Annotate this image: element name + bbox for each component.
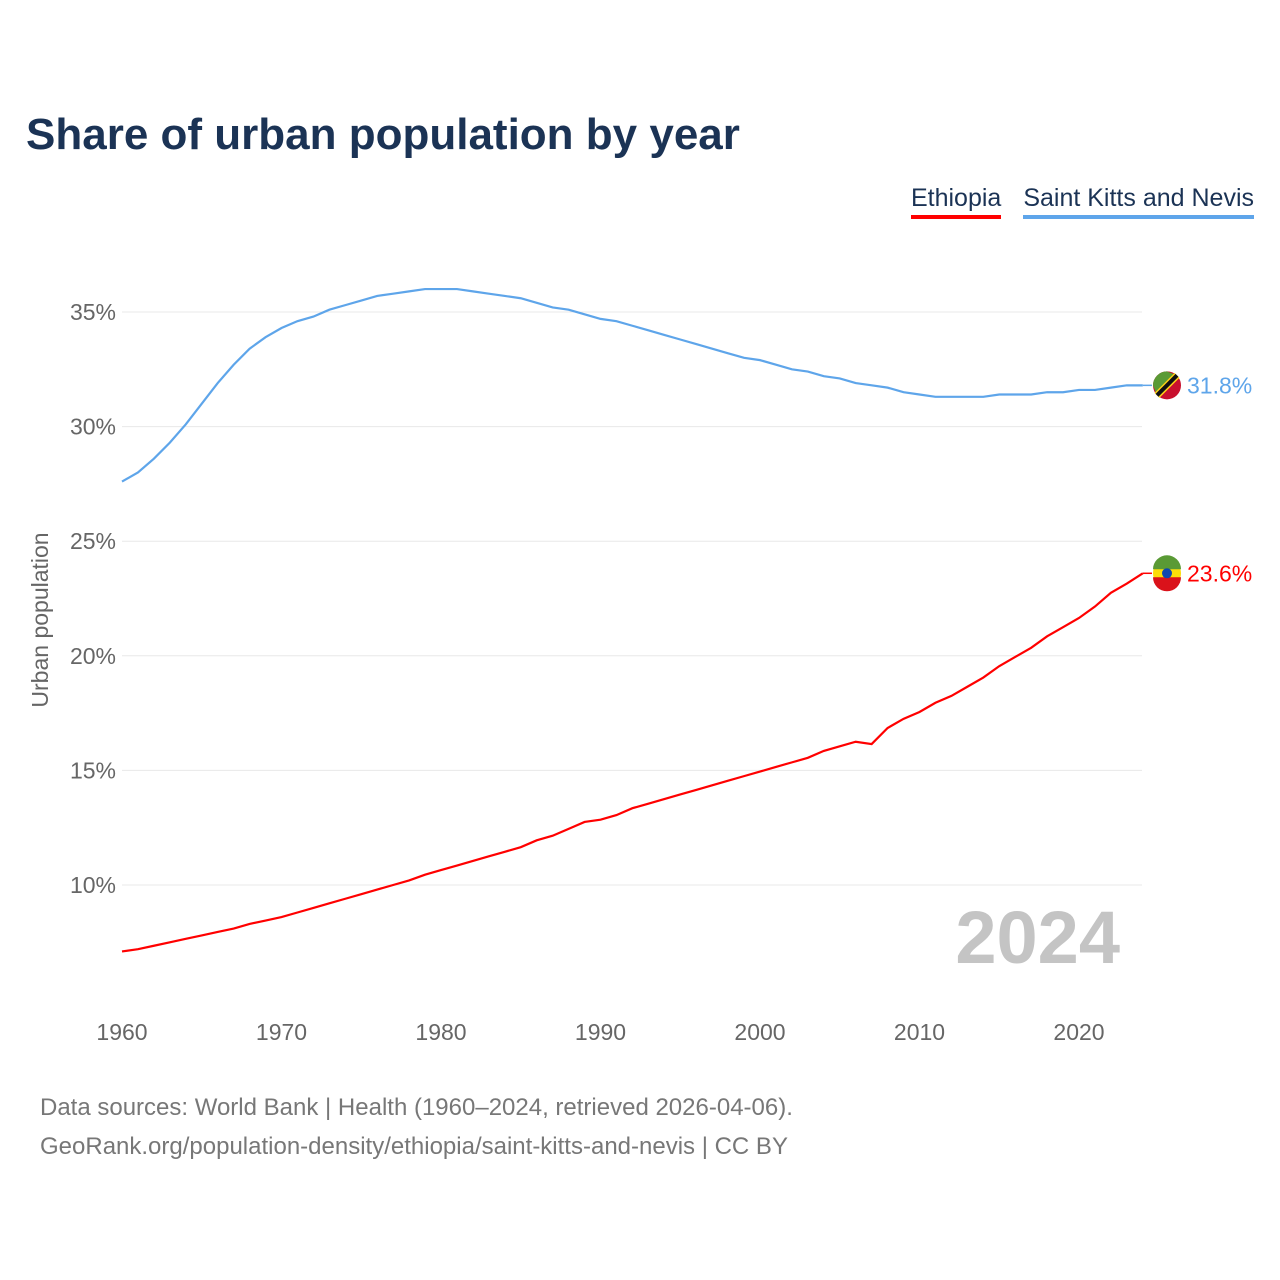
flag-emblem: [1162, 568, 1172, 579]
legend-ethiopia[interactable]: Ethiopia: [910, 184, 1002, 219]
legend: Ethiopia Saint Kitts and Nevis: [910, 184, 1254, 219]
year-label: 2024: [955, 896, 1120, 979]
source-line-2[interactable]: GeoRank.org/population-density/ethiopia/…: [40, 1133, 788, 1160]
y-tick-label: 10%: [70, 872, 116, 898]
legend-saint-kitts-and-nevis[interactable]: Saint Kitts and Nevis: [1023, 184, 1254, 219]
y-tick-label: 30%: [70, 414, 116, 440]
x-tick-label: 1970: [256, 1019, 307, 1045]
chart-title: Share of urban population by year: [26, 110, 740, 159]
y-tick-label: 15%: [70, 757, 116, 783]
x-tick-label: 2010: [894, 1019, 945, 1045]
x-tick-label: 1980: [415, 1019, 466, 1045]
flag-red: [1153, 577, 1181, 592]
end-value-label: 31.8%: [1187, 372, 1252, 398]
series-line-ethiopia: [121, 572, 1144, 953]
source-note: Data sources: World Bank | Health (1960–…: [40, 1088, 793, 1166]
y-tick-label: 20%: [70, 643, 116, 669]
y-axis-label: Urban population: [27, 532, 53, 707]
flag-green: [1153, 555, 1181, 570]
flag-black: [1155, 373, 1179, 397]
x-tick-label: 2000: [734, 1019, 785, 1045]
x-tick-label: 2020: [1053, 1019, 1104, 1045]
x-tick-label: 1960: [96, 1019, 147, 1045]
y-tick-label: 35%: [70, 299, 116, 325]
source-line-1: Data sources: World Bank | Health (1960–…: [40, 1094, 793, 1121]
series-line-saint-kitts-and-nevis: [121, 287, 1143, 483]
y-tick-label: 25%: [70, 528, 116, 554]
end-value-label: 23.6%: [1187, 560, 1252, 586]
x-tick-label: 1990: [575, 1019, 626, 1045]
